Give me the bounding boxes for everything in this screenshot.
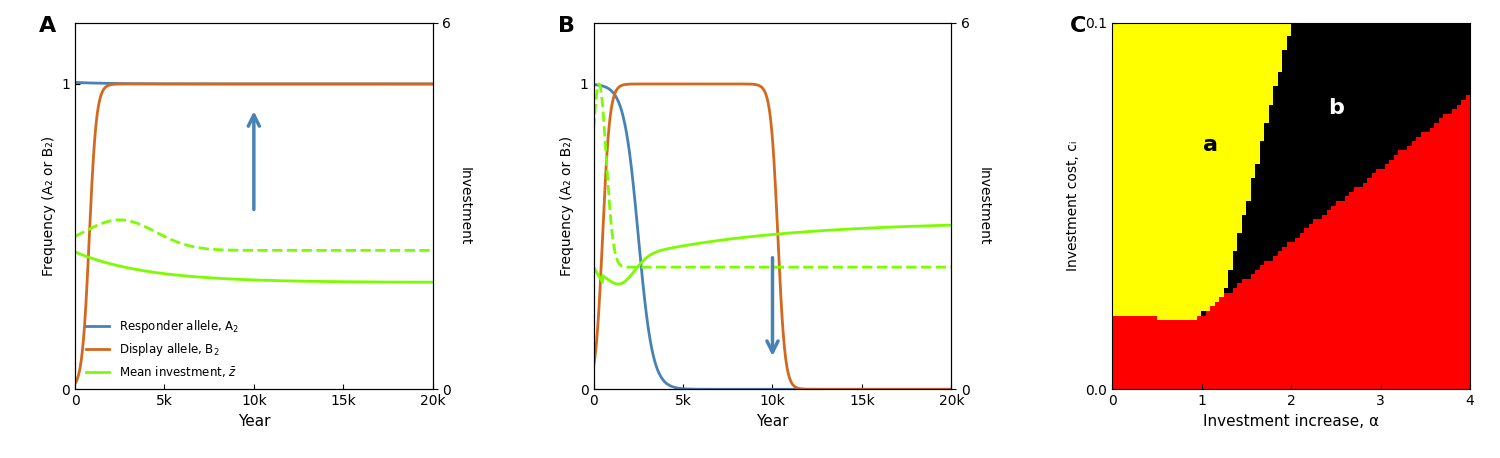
Y-axis label: Investment: Investment: [458, 167, 472, 245]
Y-axis label: Investment: Investment: [976, 167, 992, 245]
Text: B: B: [558, 16, 574, 36]
Y-axis label: Investment cost, cᵢ: Investment cost, cᵢ: [1066, 141, 1080, 271]
Y-axis label: Frequency (A₂ or B₂): Frequency (A₂ or B₂): [42, 136, 56, 276]
X-axis label: Year: Year: [756, 414, 789, 429]
Text: a: a: [1203, 135, 1218, 155]
Text: A: A: [39, 16, 57, 36]
Y-axis label: Frequency (A₂ or B₂): Frequency (A₂ or B₂): [561, 136, 574, 276]
X-axis label: Investment increase, α: Investment increase, α: [1203, 414, 1378, 429]
Text: b: b: [1328, 98, 1344, 119]
Legend: Responder allele, A$_2$, Display allele, B$_2$, Mean investment, $\bar{z}$: Responder allele, A$_2$, Display allele,…: [81, 313, 245, 383]
Text: C: C: [1070, 16, 1086, 36]
X-axis label: Year: Year: [237, 414, 270, 429]
